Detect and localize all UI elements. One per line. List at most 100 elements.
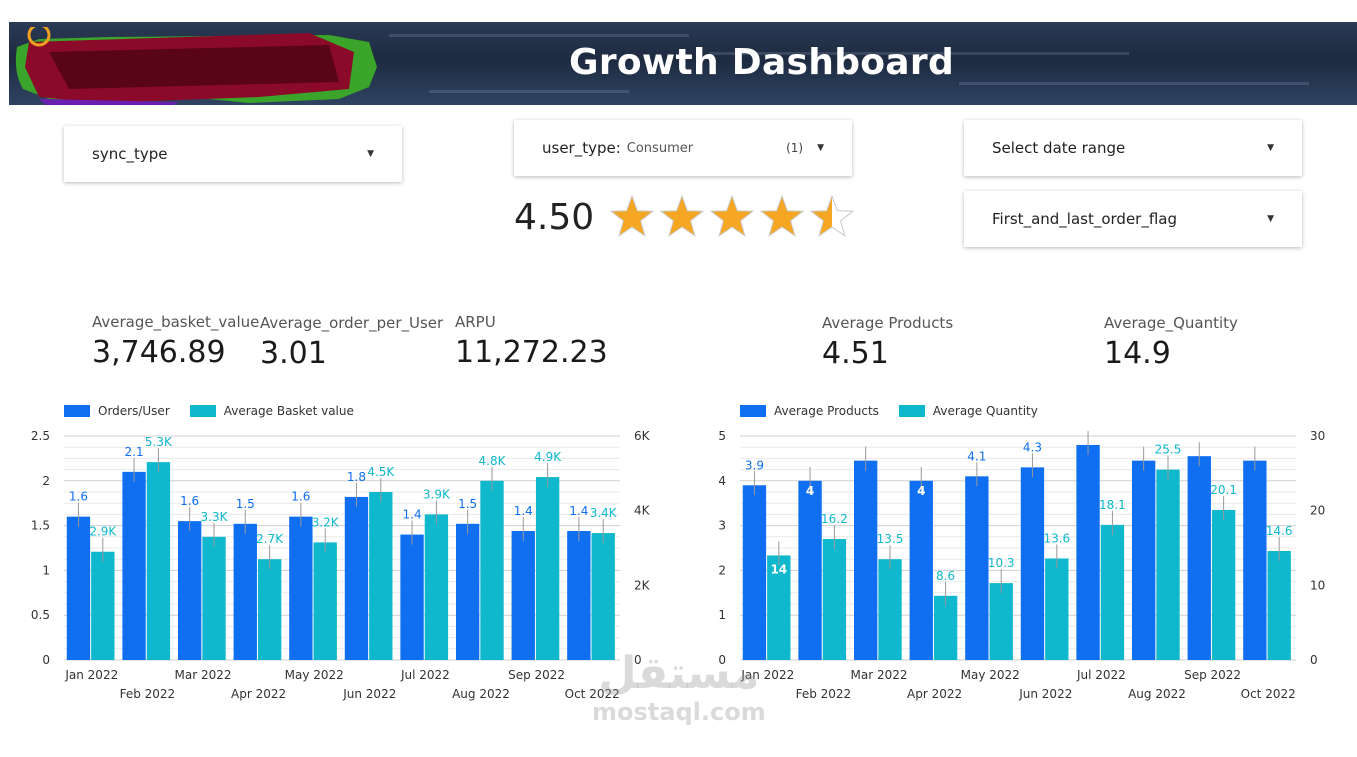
bar-average-products[interactable] [965, 476, 989, 660]
bar-average-products[interactable] [1131, 460, 1156, 660]
user-type-label: user_type: [542, 139, 621, 157]
order-flag-label: First_and_last_order_flag [992, 210, 1178, 228]
chevron-down-icon: ▼ [1267, 214, 1274, 224]
products-quantity-chart: 0 1 2 3 4 5 0 10 20 30 3.9 14 Jan 2022 4 16.2 Feb 2022 1… [718, 429, 1325, 701]
date-range-dropdown[interactable]: Select date range ▼ [964, 120, 1302, 176]
bar-orders-user[interactable] [233, 523, 257, 660]
bar-average-quantity[interactable] [1211, 509, 1236, 660]
right-tick-label: 0 [634, 653, 642, 667]
legend-label: Orders/User [98, 404, 170, 418]
chart1-legend: Orders/User Average Basket value [64, 404, 374, 418]
legend-item: Average Quantity [898, 404, 1038, 418]
bar-average-quantity[interactable] [933, 595, 958, 660]
bar-average-quantity[interactable] [1045, 558, 1069, 660]
data-label: 3.3K [201, 510, 229, 524]
left-tick-label: 1 [42, 563, 50, 577]
data-label: 1.4 [514, 504, 533, 518]
x-tick-label: Jun 2022 [342, 687, 396, 701]
bar-average-quantity[interactable] [767, 555, 791, 660]
bar-average-products[interactable] [1243, 460, 1267, 660]
data-label: 4.3 [1023, 440, 1042, 454]
data-label: 4.8K [479, 454, 507, 468]
data-label: 13.6 [1043, 531, 1070, 545]
bar-average-basket-value[interactable] [369, 492, 393, 660]
bar-average-products[interactable] [742, 485, 767, 660]
legend-label: Average Quantity [932, 404, 1038, 418]
data-label: 1.4 [569, 504, 588, 518]
x-tick-label: Sep 2022 [1184, 668, 1241, 682]
data-label: 2.7K [256, 532, 284, 546]
data-label: 4 [806, 484, 814, 498]
bar-orders-user[interactable] [122, 471, 146, 660]
sync-type-dropdown[interactable]: sync_type ▼ [64, 126, 402, 182]
data-label: 1.6 [180, 494, 199, 508]
bar-average-quantity[interactable] [989, 583, 1013, 660]
metric-label: Average Products [822, 314, 954, 332]
data-label: 25.5 [1155, 443, 1182, 457]
x-tick-label: Oct 2022 [1241, 687, 1296, 701]
metric-arpu: ARPU 11,272.23 [455, 313, 608, 370]
bar-average-products[interactable] [853, 460, 878, 660]
logo-redacted [15, 27, 377, 105]
bar-average-products[interactable] [1187, 456, 1211, 660]
legend-label: Average Basket value [223, 404, 354, 418]
order-flag-dropdown[interactable]: First_and_last_order_flag ▼ [964, 191, 1302, 247]
bar-average-basket-value[interactable] [257, 559, 282, 660]
metric-average-basket-value: Average_basket_value 3,746.89 [92, 313, 259, 370]
bar-average-basket-value[interactable] [591, 533, 615, 660]
bar-average-basket-value[interactable] [313, 542, 337, 660]
right-tick-label: 10 [1310, 578, 1325, 592]
x-tick-label: Jan 2022 [64, 668, 118, 682]
data-label: 2.1 [125, 445, 144, 459]
bar-average-quantity[interactable] [822, 539, 847, 660]
user-type-count: (1) [786, 141, 804, 155]
bar-average-quantity[interactable] [878, 559, 902, 660]
right-tick-label: 0 [1310, 653, 1318, 667]
page-title: Growth Dashboard [569, 42, 955, 83]
metric-value: 11,272.23 [455, 335, 608, 370]
bar-average-quantity[interactable] [1267, 550, 1291, 660]
bar-average-basket-value[interactable] [424, 514, 449, 660]
x-tick-label: May 2022 [285, 668, 344, 682]
metric-average-quantity: Average_Quantity 14.9 [1104, 314, 1238, 371]
bar-orders-user[interactable] [455, 523, 480, 660]
x-tick-label: Oct 2022 [565, 687, 620, 701]
data-label: 3.9 [745, 458, 764, 472]
data-label: 1.4 [403, 508, 422, 522]
bar-orders-user[interactable] [66, 516, 91, 660]
right-tick-label: 30 [1310, 429, 1325, 443]
bar-average-quantity[interactable] [1100, 524, 1125, 660]
bar-orders-user[interactable] [511, 530, 535, 660]
bar-average-basket-value[interactable] [480, 480, 504, 660]
bar-average-basket-value[interactable] [535, 477, 560, 660]
bar-average-products[interactable] [1076, 444, 1100, 660]
bar-average-quantity[interactable] [1156, 469, 1180, 660]
data-label: 4.1 [967, 449, 986, 463]
x-tick-label: Apr 2022 [231, 687, 286, 701]
orders-basket-chart: 0 0.5 1 1.5 2 2.5 0 2K 4K 6K 1.6 2.9K Jan 2022 2.15.3… [31, 429, 651, 701]
legend-swatch [189, 405, 216, 417]
bar-orders-user[interactable] [400, 534, 424, 660]
left-tick-label: 2.5 [31, 429, 50, 443]
bar-average-basket-value[interactable] [146, 462, 171, 660]
bar-orders-user[interactable] [344, 496, 369, 660]
bar-average-products[interactable] [1020, 467, 1045, 660]
x-tick-label: Jul 2022 [400, 668, 450, 682]
user-type-dropdown[interactable]: user_type: Consumer (1) ▼ [514, 120, 852, 176]
bar-orders-user[interactable] [177, 521, 202, 660]
data-label: 18.1 [1099, 498, 1126, 512]
left-tick-label: 4 [718, 474, 726, 488]
x-tick-label: Sep 2022 [508, 668, 565, 682]
bar-average-products[interactable] [909, 480, 933, 660]
data-label: 1.6 [291, 490, 310, 504]
bar-orders-user[interactable] [289, 516, 313, 660]
data-label: 3.2K [312, 515, 340, 529]
data-label: 1.8 [347, 470, 366, 484]
chevron-down-icon: ▼ [367, 149, 374, 159]
data-label: 14 [770, 562, 787, 576]
right-tick-label: 4K [634, 504, 651, 518]
bar-orders-user[interactable] [567, 530, 591, 660]
bar-average-basket-value[interactable] [91, 551, 115, 660]
bar-average-basket-value[interactable] [202, 536, 226, 660]
bar-average-products[interactable] [798, 480, 822, 660]
